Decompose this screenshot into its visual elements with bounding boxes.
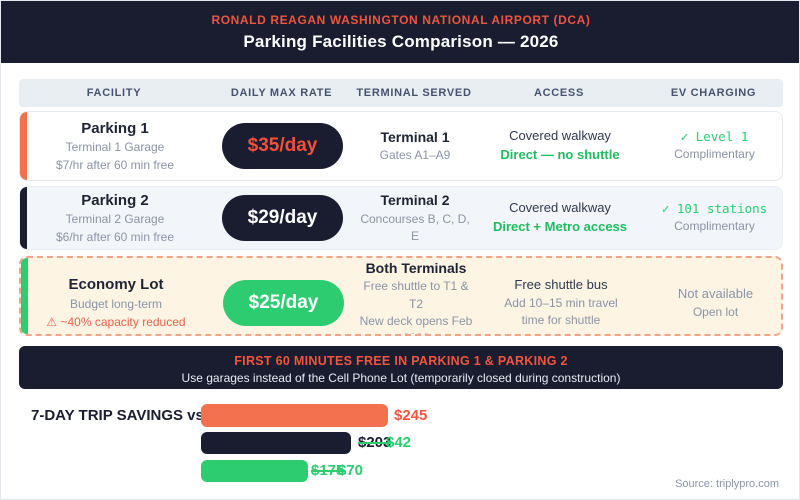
column-header-ev-charging: EV CHARGING bbox=[670, 87, 757, 99]
column-header-facility: FACILITY bbox=[86, 87, 142, 99]
rate-pill: $29/day bbox=[221, 195, 344, 241]
facility-subtitle: Budget long-term bbox=[69, 296, 163, 311]
row-accent-bar bbox=[20, 187, 27, 249]
column-header-terminal-served: TERMINAL SERVED bbox=[356, 87, 472, 99]
column-header-access: ACCESS bbox=[533, 87, 585, 99]
table-row-parking-2: Parking 2 Terminal 2 Garage $6/hr after … bbox=[19, 186, 783, 250]
access-line-1: Covered walkway bbox=[509, 200, 611, 216]
row-accent-bar bbox=[20, 112, 27, 180]
facility-name: Parking 1 bbox=[81, 119, 149, 137]
access-cell: Covered walkway Direct + Metro access bbox=[475, 199, 645, 237]
rate-pill: $25/day bbox=[222, 280, 345, 326]
terminal-detail-2: New deck opens Feb 2026 bbox=[359, 314, 473, 334]
table-header-row: FACILITY DAILY MAX RATE TERMINAL SERVED … bbox=[19, 79, 783, 107]
bar-value-economy-lot: $175 bbox=[311, 462, 345, 479]
rate-cell: $35/day bbox=[210, 123, 355, 169]
bar-value-parking-1: $245 bbox=[394, 407, 428, 424]
access-line-2: Direct — no shuttle bbox=[500, 147, 620, 162]
facility-name: Parking 2 bbox=[81, 191, 149, 209]
terminal-name: Terminal 1 bbox=[380, 129, 450, 146]
rate-pill: $35/day bbox=[221, 123, 344, 169]
facility-subtitle: Terminal 2 Garage bbox=[65, 212, 165, 227]
bar-parking-2 bbox=[201, 432, 351, 454]
terminal-cell: Both Terminals Free shuttle to T1 & T2 N… bbox=[356, 258, 476, 334]
facility-rate-note: $7/hr after 60 min free bbox=[55, 157, 175, 172]
access-line-2: Direct + Metro access bbox=[492, 219, 628, 234]
terminal-name: Both Terminals bbox=[365, 260, 467, 276]
row-accent-bar bbox=[21, 258, 28, 334]
table-row-parking-1: Parking 1 Terminal 1 Garage $7/hr after … bbox=[19, 111, 783, 181]
terminal-cell: Terminal 1 Gates A1–A9 bbox=[355, 127, 475, 165]
access-cell: Covered walkway Direct — no shuttle bbox=[475, 127, 645, 165]
facility-cell: Economy Lot Budget long-term ⚠ ~40% capa… bbox=[21, 274, 211, 332]
bar-economy-lot bbox=[201, 460, 308, 482]
table-row-economy-lot: Economy Lot Budget long-term ⚠ ~40% capa… bbox=[19, 256, 783, 336]
access-line-3: time for shuttle bbox=[521, 313, 601, 328]
terminal-detail: Gates A1–A9 bbox=[379, 148, 451, 163]
access-cell: Free shuttle bus Add 10–15 min travel ti… bbox=[476, 276, 646, 330]
rate-cell: $29/day bbox=[210, 195, 355, 241]
terminal-cell: Terminal 2 Concourses B, C, D, E bbox=[355, 190, 475, 245]
savings-label-economy-lot: $70 bbox=[338, 462, 364, 479]
promo-banner: FIRST 60 MINUTES FREE IN PARKING 1 & PAR… bbox=[19, 346, 783, 389]
source-credit: Source: triplypro.com bbox=[675, 478, 779, 490]
capacity-warning: ⚠ ~40% capacity reduced bbox=[21, 314, 211, 331]
savings-label-parking-2: $42 bbox=[386, 434, 412, 451]
terminal-name: Terminal 2 bbox=[380, 192, 450, 209]
ev-note: Open lot bbox=[692, 304, 739, 319]
header-banner: RONALD REAGAN WASHINGTON NATIONAL AIRPOR… bbox=[1, 1, 799, 63]
column-header-daily-max-rate: DAILY MAX RATE bbox=[230, 87, 333, 99]
ev-status: ✓ 101 stations bbox=[661, 201, 768, 217]
access-line-2: Add 10–15 min travel bbox=[504, 295, 618, 310]
access-line-1: Covered walkway bbox=[509, 128, 611, 144]
facility-subtitle: Terminal 1 Garage bbox=[65, 140, 165, 155]
facility-cell: Parking 2 Terminal 2 Garage $6/hr after … bbox=[20, 190, 210, 247]
facility-cell: Parking 1 Terminal 1 Garage $7/hr after … bbox=[20, 118, 210, 175]
terminal-detail: Free shuttle to T1 & T2 bbox=[363, 279, 469, 311]
access-line-1: Free shuttle bus bbox=[514, 277, 608, 293]
terminal-detail: Concourses B, C, D, E bbox=[360, 211, 470, 244]
promo-subtext: Use garages instead of the Cell Phone Lo… bbox=[181, 371, 621, 385]
ev-cell: ✓ 101 stations Complimentary bbox=[645, 200, 782, 236]
ev-status: Not available bbox=[677, 285, 754, 301]
warning-icon: ⚠ bbox=[46, 315, 58, 330]
facility-rate-note: $6/hr after 60 min free bbox=[55, 229, 175, 244]
airport-name: RONALD REAGAN WASHINGTON NATIONAL AIRPOR… bbox=[211, 13, 591, 27]
capacity-warning-text: ~40% capacity reduced bbox=[60, 315, 186, 330]
ev-cell: ✓ Level 1 Complimentary bbox=[645, 128, 782, 164]
ev-cell: Not available Open lot bbox=[646, 285, 781, 321]
rate-cell: $25/day bbox=[211, 280, 356, 326]
ev-note: Complimentary bbox=[674, 147, 755, 162]
facility-name: Economy Lot bbox=[68, 276, 164, 294]
bar-value-parking-2: $203 bbox=[358, 434, 392, 451]
ev-status: ✓ Level 1 bbox=[680, 129, 749, 145]
promo-headline: FIRST 60 MINUTES FREE IN PARKING 1 & PAR… bbox=[234, 354, 568, 368]
bar-parking-1 bbox=[201, 404, 388, 427]
page-title: Parking Facilities Comparison — 2026 bbox=[243, 32, 559, 51]
ev-note: Complimentary bbox=[674, 219, 755, 234]
